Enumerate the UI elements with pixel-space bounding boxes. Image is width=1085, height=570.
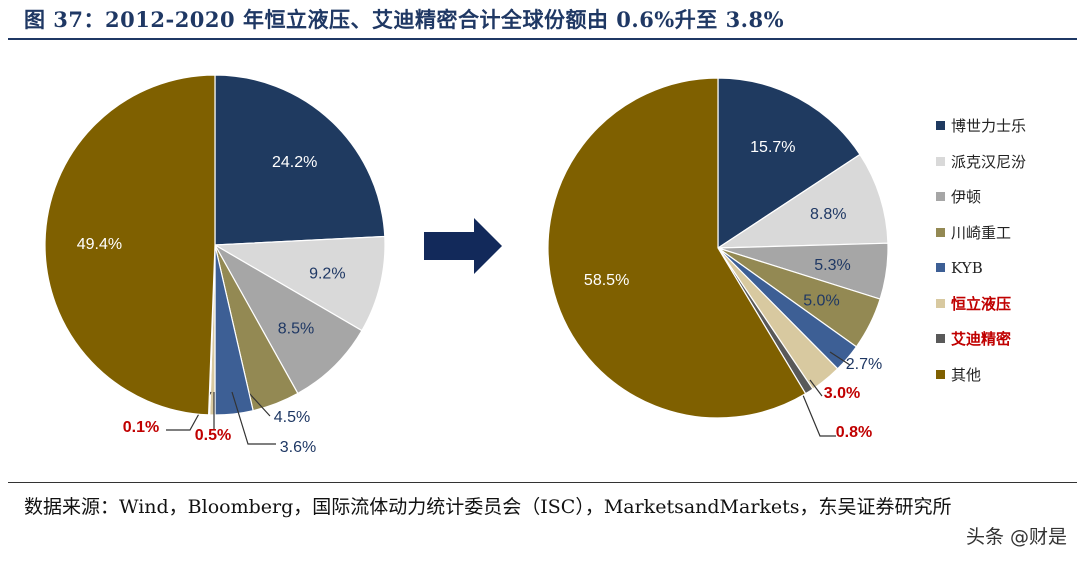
pie-slice-博世力士乐 [717, 77, 861, 250]
legend-item: 博世力士乐 [936, 108, 1076, 144]
legend-label: 博世力士乐 [951, 117, 1027, 136]
arrow-icon [424, 218, 502, 274]
legend-item: 其他 [936, 357, 1076, 393]
legend-swatch [936, 156, 945, 166]
legend-swatch [936, 369, 945, 379]
pie-chart-2020: 15.7% 8.8% 5.3% 5.0% 2.7% 3.0% 0.8% 58.5% [547, 77, 889, 441]
legend-swatch [936, 263, 945, 273]
data-label: 8.8% [810, 206, 846, 223]
data-label: 5.0% [803, 293, 839, 310]
footer-divider [8, 482, 1077, 483]
legend-swatch [936, 121, 945, 131]
watermark: 头条 @财是 [965, 526, 1067, 548]
legend-label: 其他 [951, 365, 982, 384]
data-label: 9.2% [309, 265, 345, 282]
data-label: 0.8% [836, 424, 872, 441]
legend-item: 川崎重工 [936, 215, 1076, 251]
legend-item: 伊顿 [936, 179, 1076, 215]
data-label: 3.6% [280, 439, 316, 456]
leader-line [247, 391, 271, 417]
legend-label: 恒立液压 [951, 294, 1012, 313]
title-divider [8, 38, 1077, 40]
pie-slice-其他 [547, 77, 807, 419]
data-label: 15.7% [750, 139, 795, 156]
figure-title: 图 37：2012-2020 年恒立液压、艾迪精密合计全球份额由 0.6%升至 … [24, 7, 785, 32]
legend-swatch [936, 227, 945, 237]
leader-line [829, 351, 851, 366]
leader-line [809, 379, 823, 397]
pie-chart-2012: 24.2% 9.2% 8.5% 4.5% 3.6% 0.5% 0.1% 49.4% [44, 74, 386, 456]
pie-charts: 24.2% 9.2% 8.5% 4.5% 3.6% 0.5% 0.1% 49.4% 15.7%… [44, 74, 889, 456]
pie-slice-伊顿 [213, 243, 363, 395]
leader-line [231, 391, 276, 445]
pie-slice-博世力士乐 [214, 74, 386, 246]
pie-slice-派克汉尼汾 [715, 153, 889, 249]
legend: 博世力士乐派克汉尼汾伊顿川崎重工 KYB 恒立液压艾迪精密其他 [936, 108, 1076, 392]
leader-line [799, 387, 836, 437]
legend-swatch [936, 192, 945, 202]
data-label: 3.0% [824, 385, 860, 402]
data-label: 8.5% [278, 321, 314, 338]
legend-swatch [936, 298, 945, 308]
legend-label: 派克汉尼汾 [951, 152, 1027, 171]
legend-item: 艾迪精密 [936, 321, 1076, 357]
legend-item: 恒立液压 [936, 286, 1076, 322]
legend-item: 派克汉尼汾 [936, 144, 1076, 180]
legend-item: KYB [936, 250, 1076, 286]
legend-swatch [936, 334, 945, 344]
data-label: 4.5% [274, 409, 310, 426]
legend-label: 川崎重工 [951, 223, 1012, 242]
source-note: 数据来源：Wind，Bloomberg，国际流体动力统计委员会（ISC），Mar… [24, 496, 952, 518]
pie-slice-其他 [44, 74, 216, 416]
data-label: 0.1% [123, 419, 159, 436]
pie-slice-派克汉尼汾 [212, 235, 386, 332]
legend-label: 伊顿 [951, 188, 982, 207]
data-label: 0.5% [195, 427, 231, 444]
data-label: 49.4% [77, 236, 122, 253]
data-label: 5.3% [814, 257, 850, 274]
legend-label: KYB [951, 258, 983, 277]
data-label: 2.7% [846, 356, 882, 373]
legend-label: 艾迪精密 [951, 330, 1012, 349]
data-label: 58.5% [584, 272, 629, 289]
data-label: 24.2% [272, 154, 317, 171]
